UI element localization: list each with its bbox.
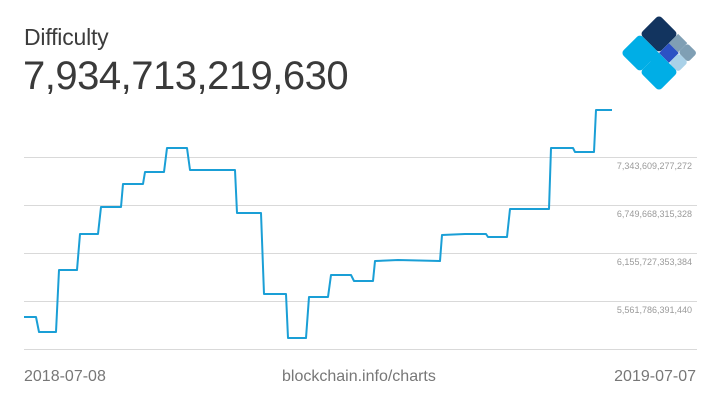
y-axis-label: 6,155,727,353,384 bbox=[616, 257, 692, 267]
start-date-label: 2018-07-08 bbox=[24, 368, 106, 385]
current-difficulty-value: 7,934,713,219,630 bbox=[23, 54, 349, 98]
gridlines bbox=[24, 157, 697, 350]
source-link[interactable]: blockchain.info/charts bbox=[282, 368, 436, 385]
end-date-label: 2019-07-07 bbox=[614, 368, 696, 385]
logo-bottom-quadrant bbox=[641, 54, 677, 90]
y-axis-label: 7,343,609,277,272 bbox=[616, 161, 692, 171]
logo-left-quadrant bbox=[641, 16, 677, 52]
y-axis-label: 6,749,668,315,328 bbox=[616, 209, 692, 219]
logo-far-right-quadrant bbox=[670, 54, 687, 71]
difficulty-series-line bbox=[24, 109, 612, 339]
blockchain-logo-icon bbox=[622, 16, 696, 90]
chart-title: Difficulty bbox=[24, 24, 109, 50]
y-axis-label: 5,561,786,391,440 bbox=[616, 305, 692, 315]
